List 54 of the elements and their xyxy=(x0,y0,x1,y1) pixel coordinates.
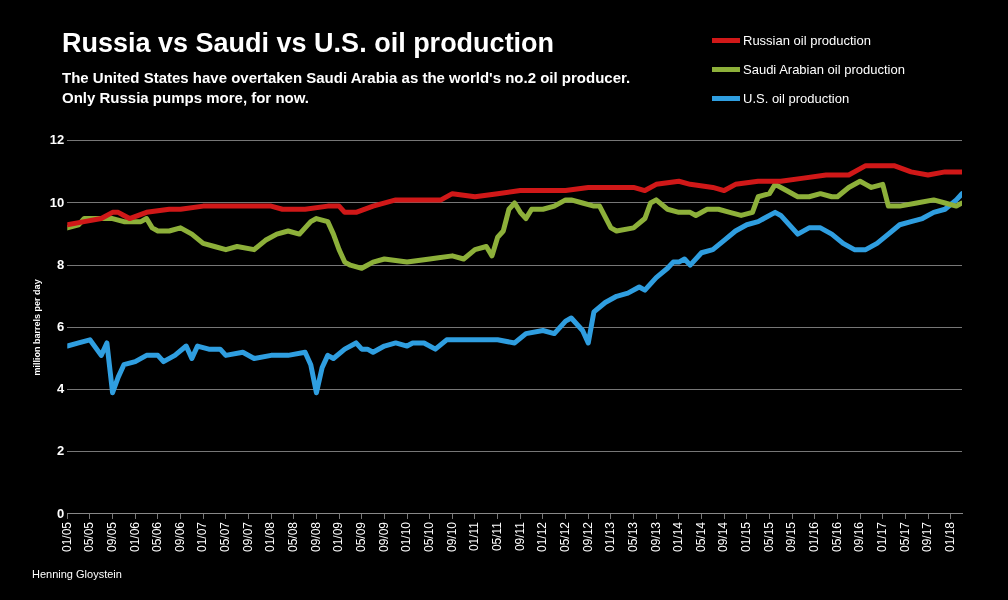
x-tick-label: 09/12 xyxy=(580,521,595,552)
x-tick-label: 09/17 xyxy=(920,521,935,552)
x-tick-label: 09/13 xyxy=(648,521,663,552)
x-tick-label: 01/16 xyxy=(807,521,822,552)
x-tick-label: 09/09 xyxy=(376,521,391,552)
chart-title: Russia vs Saudi vs U.S. oil production xyxy=(62,28,555,59)
x-tick-label: 09/15 xyxy=(784,521,799,552)
x-tick-label: 01/15 xyxy=(739,521,754,552)
x-tick-label: 05/05 xyxy=(82,521,97,552)
x-tick-label: 09/07 xyxy=(240,521,255,552)
x-tick-label: 05/13 xyxy=(625,521,640,552)
x-tick-label: 09/08 xyxy=(308,521,323,552)
y-axis-title: million barrels per day xyxy=(31,279,42,376)
x-tick-label: 01/11 xyxy=(467,521,482,552)
legend-label: U.S. oil production xyxy=(743,90,850,106)
x-tick-label: 01/06 xyxy=(127,521,142,552)
x-tick-label: 05/11 xyxy=(489,521,504,552)
x-tick-label: 01/18 xyxy=(942,521,957,552)
y-tick-label: 10 xyxy=(49,194,65,210)
y-tick-label: 12 xyxy=(49,132,65,148)
y-tick-label: 0 xyxy=(57,505,65,521)
x-tick-label: 09/14 xyxy=(716,521,731,552)
x-tick-label: 09/11 xyxy=(512,521,527,552)
x-tick-label: 01/12 xyxy=(535,521,550,552)
x-tick-label: 05/06 xyxy=(150,521,165,552)
text: Henning Gloystein xyxy=(32,568,122,580)
x-tick-label: 05/14 xyxy=(693,521,708,552)
y-tick-label: 8 xyxy=(57,256,65,272)
x-tick-label: 09/10 xyxy=(444,521,459,552)
y-tick-label: 4 xyxy=(57,381,66,397)
x-tick-label: 05/07 xyxy=(218,521,233,552)
x-tick-label: 09/06 xyxy=(172,521,187,552)
legend-label: Russian oil production xyxy=(743,32,871,48)
x-tick-label: 05/17 xyxy=(897,521,912,552)
x-tick-label: 05/10 xyxy=(422,521,436,552)
x-tick-label: 05/15 xyxy=(761,521,776,552)
y-tick-label: 2 xyxy=(57,443,65,459)
x-tick-label: 01/08 xyxy=(263,521,278,552)
x-tick-label: 05/16 xyxy=(829,521,844,552)
x-tick-label: 01/07 xyxy=(195,521,210,552)
x-tick-label: 01/10 xyxy=(399,521,414,552)
x-tick-label: 05/08 xyxy=(286,521,301,552)
x-tick-label: 01/05 xyxy=(59,521,74,552)
x-tick-label: 01/14 xyxy=(671,521,686,552)
chart-subtitle: The United States have overtaken Saudi Arabia as the world's no.2 oil producer. Only Russia pumps more, for now. xyxy=(62,68,631,108)
x-tick-label: 05/12 xyxy=(557,521,572,552)
x-tick-label: 09/05 xyxy=(104,521,119,552)
x-tick-label: 01/17 xyxy=(875,521,890,552)
legend-label: Saudi Arabian oil production xyxy=(743,61,905,77)
x-tick-label: 09/16 xyxy=(852,521,867,552)
x-tick-label: 01/09 xyxy=(331,521,346,552)
y-tick-label: 6 xyxy=(57,318,65,334)
x-tick-label: 01/13 xyxy=(603,521,618,552)
x-tick-label: 05/09 xyxy=(354,521,369,552)
